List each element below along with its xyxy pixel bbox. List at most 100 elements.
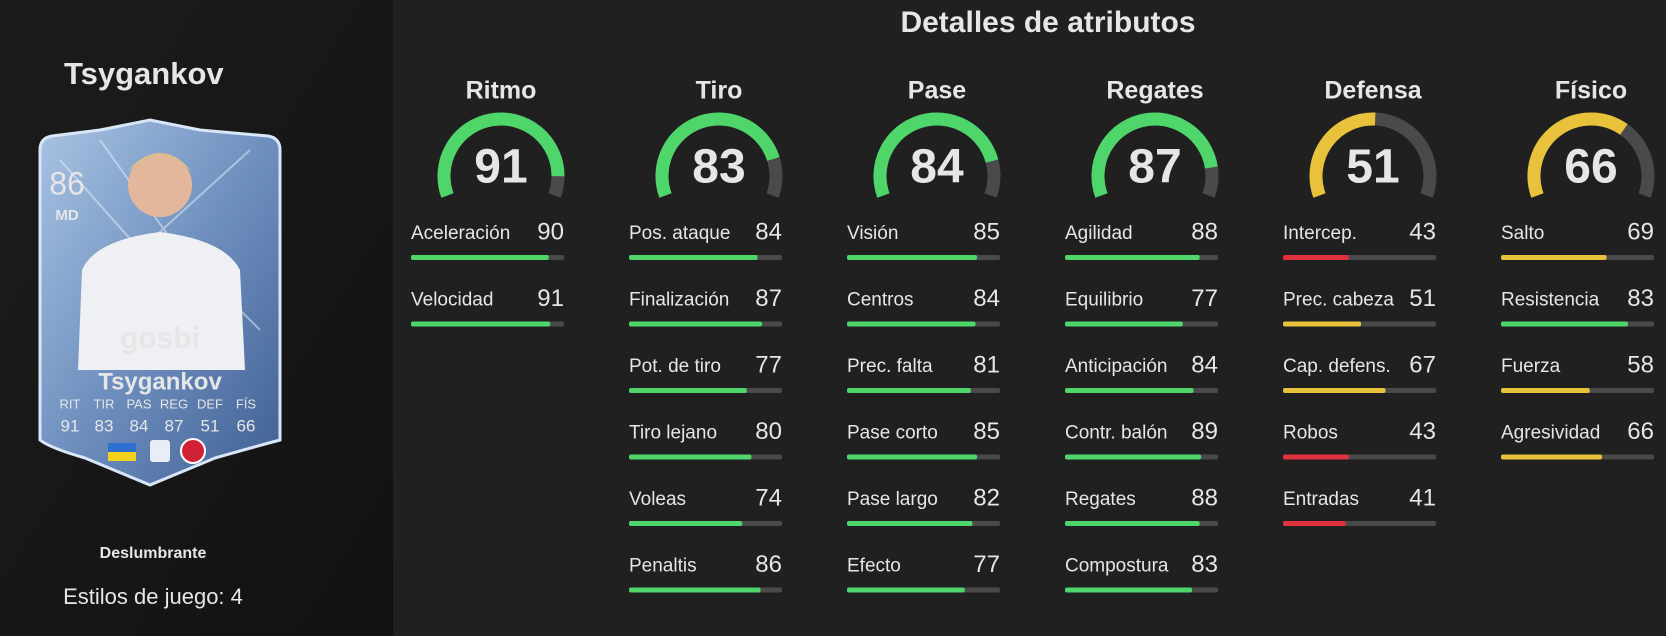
stat-value: 83	[1627, 285, 1654, 312]
stat-value: 90	[537, 218, 564, 245]
stat-bar	[1065, 321, 1183, 327]
group-value: 87	[1128, 141, 1181, 194]
player-shirt	[78, 232, 245, 370]
group-value: 51	[1346, 141, 1399, 194]
stat-value: 51	[1409, 285, 1436, 312]
gauge-fill	[1091, 112, 1218, 198]
card-stat-value: 83	[95, 416, 114, 435]
stat-bar	[1501, 321, 1628, 327]
stat-value: 89	[1191, 418, 1218, 445]
stat-bar	[847, 321, 976, 327]
attribute-group: Pase 84 Visión 85 Centros 84 Prec. falta 81 Pase…	[847, 77, 1001, 593]
stat-name: Finalización	[629, 290, 729, 311]
group-value: 91	[474, 141, 527, 194]
club-logo	[180, 438, 206, 464]
stat-name: Regates	[1065, 489, 1136, 510]
stat-value: 43	[1409, 218, 1436, 245]
section-title: Detalles de atributos	[900, 6, 1195, 39]
group-value: 84	[910, 141, 964, 194]
attribute-group: Tiro 83 Pos. ataque 84 Finalización 87 Pot. de…	[629, 77, 783, 593]
stat-name: Contr. balón	[1065, 423, 1167, 444]
stat-name: Tiro lejano	[629, 423, 717, 444]
flag-top	[108, 443, 136, 452]
stat-name: Cap. defens.	[1283, 356, 1391, 377]
stat-bar	[1283, 321, 1362, 327]
stat-name: Compostura	[1065, 556, 1169, 577]
card-position: MD	[55, 207, 78, 224]
stat-name: Visión	[847, 223, 898, 244]
stat-value: 85	[973, 418, 1000, 445]
stat-bar	[629, 321, 763, 327]
stat-value: 84	[973, 285, 1000, 312]
gauge-fill	[1309, 112, 1376, 198]
stat-bar	[411, 321, 551, 327]
stat-name: Velocidad	[411, 290, 493, 311]
gauge-fill	[1527, 112, 1628, 198]
stat-name: Resistencia	[1501, 290, 1600, 311]
flag-bottom	[108, 452, 136, 461]
league-logo	[150, 440, 170, 462]
group-name: Físico	[1555, 77, 1627, 105]
card-stat-label: REG	[160, 396, 188, 411]
stat-bar	[1283, 388, 1386, 393]
stat-name: Voleas	[629, 489, 686, 510]
attribute-group: Ritmo 91 Aceleración 90 Velocidad 91	[411, 77, 565, 327]
stat-name: Agresividad	[1501, 423, 1600, 444]
attribute-group: Defensa 51 Intercep. 43 Prec. cabeza 51 Cap. d…	[1283, 77, 1437, 526]
card-stat-value: 66	[237, 416, 256, 435]
stat-name: Pase corto	[847, 423, 938, 444]
stat-value: 66	[1627, 418, 1654, 445]
card-stat-label: FÍS	[236, 396, 257, 411]
stat-name: Entradas	[1283, 489, 1359, 510]
attribute-group: Físico 66 Salto 69 Resistencia 83 Fuerza 58 Agre…	[1501, 77, 1655, 460]
stat-bar	[1501, 388, 1590, 393]
stat-name: Prec. falta	[847, 356, 933, 377]
stat-value: 84	[755, 218, 782, 245]
attribute-group: Regates 87 Agilidad 88 Equilibrio 77 Anticipac…	[1065, 77, 1219, 593]
stat-bar	[629, 521, 743, 526]
stat-bar	[1501, 255, 1607, 260]
stat-bar	[1065, 454, 1202, 460]
stat-value: 82	[973, 484, 1000, 511]
stat-bar	[1283, 521, 1346, 526]
stat-value: 87	[755, 285, 782, 312]
stat-value: 77	[973, 551, 1000, 578]
card-stats: RIT 91 TIR 83 PAS 84 REG 87 DEF 51 FÍS 66	[60, 396, 257, 435]
stat-name: Fuerza	[1501, 356, 1561, 377]
stat-name: Anticipación	[1065, 356, 1167, 377]
stat-name: Salto	[1501, 223, 1544, 244]
stat-bar	[847, 454, 978, 460]
stat-name: Intercep.	[1283, 223, 1357, 244]
stat-name: Pot. de tiro	[629, 356, 721, 377]
stat-name: Equilibrio	[1065, 290, 1143, 311]
card-stat-label: DEF	[197, 396, 223, 411]
stat-value: 41	[1409, 484, 1436, 511]
stat-name: Prec. cabeza	[1283, 290, 1394, 311]
card-rating: 86	[49, 165, 85, 201]
stat-name: Agilidad	[1065, 223, 1133, 244]
group-name: Pase	[908, 77, 966, 105]
stat-bar	[411, 255, 549, 260]
stat-name: Pase largo	[847, 489, 938, 510]
stat-bar	[629, 587, 761, 593]
group-name: Defensa	[1324, 77, 1422, 105]
sponsor: gosbi	[120, 322, 200, 355]
stat-bar	[847, 255, 978, 260]
stat-bar	[629, 454, 752, 460]
stat-value: 81	[973, 351, 1000, 378]
stat-value: 88	[1191, 218, 1218, 245]
stat-value: 67	[1409, 351, 1436, 378]
card-name: Tsygankov	[98, 368, 222, 395]
stat-name: Pos. ataque	[629, 223, 730, 244]
playstyles: Estilos de juego: 4	[63, 584, 243, 609]
card-stat-label: PAS	[126, 396, 151, 411]
stat-value: 58	[1627, 351, 1654, 378]
card-stat-value: 84	[130, 416, 149, 435]
stat-value: 83	[1191, 551, 1218, 578]
stat-bar	[847, 587, 965, 593]
group-name: Ritmo	[466, 77, 537, 105]
group-value: 66	[1564, 141, 1617, 194]
stat-name: Penaltis	[629, 556, 697, 577]
stat-bar	[629, 388, 747, 393]
